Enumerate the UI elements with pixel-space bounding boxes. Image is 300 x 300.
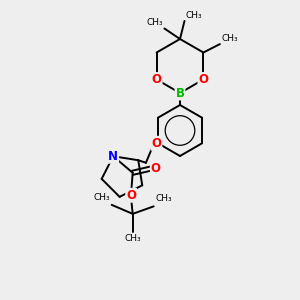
Text: CH₃: CH₃ xyxy=(146,18,163,27)
Text: N: N xyxy=(108,150,118,163)
Text: CH₃: CH₃ xyxy=(155,194,172,203)
Text: B: B xyxy=(176,86,184,100)
Text: O: O xyxy=(198,73,208,86)
Text: O: O xyxy=(126,189,136,202)
Text: CH₃: CH₃ xyxy=(124,234,141,243)
Text: O: O xyxy=(152,137,161,150)
Text: O: O xyxy=(151,162,161,175)
Text: CH₃: CH₃ xyxy=(94,193,110,202)
Text: CH₃: CH₃ xyxy=(185,11,202,20)
Text: O: O xyxy=(152,73,162,86)
Text: CH₃: CH₃ xyxy=(221,34,238,43)
